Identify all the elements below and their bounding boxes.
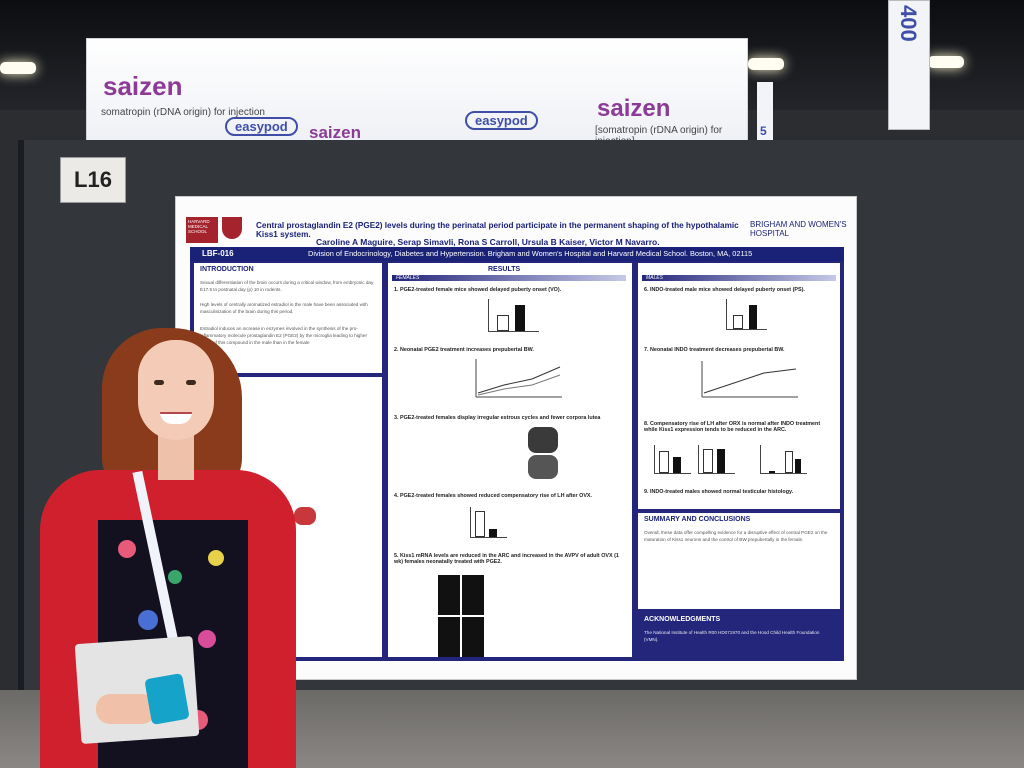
result-8: 8. Compensatory rise of LH after ORX is … (644, 421, 821, 433)
chart-bar (497, 315, 509, 331)
result-4-chart (470, 507, 507, 538)
chart-bar (769, 471, 775, 473)
chart-bar (515, 305, 525, 331)
aisle-sign-number: 5 (760, 124, 767, 138)
result-5: 5. Kiss1 mRNA levels are reduced in the … (394, 553, 619, 565)
mouse-illustration (294, 507, 316, 525)
chart-bar (795, 459, 801, 473)
acknowledgments-text: The National Institute of Health R00 HD0… (644, 630, 820, 642)
research-poster: HARVARD MEDICAL SCHOOL Central prostagla… (175, 196, 857, 680)
result-8-chart-b (698, 445, 735, 474)
booth-label: L16 (60, 157, 126, 203)
section-heading: INTRODUCTION (200, 266, 254, 273)
summary-panel: SUMMARY AND CONCLUSIONS Overall, these d… (638, 513, 840, 609)
banner-brand: easypod (225, 117, 298, 136)
result-6-chart (726, 299, 767, 330)
chart-line (477, 366, 561, 394)
result-7: 7. Neonatal INDO treatment decreases pre… (644, 347, 785, 353)
chart-bar (659, 451, 669, 473)
poster-title: Central prostaglandin E2 (PGE2) levels d… (256, 221, 739, 239)
dress-flower (118, 540, 136, 558)
kiss1-stain-image (462, 575, 484, 615)
results-panel-females: RESULTS FEMALES 1. PGE2-treated female m… (388, 263, 632, 657)
aisle-sign-number: 400 (896, 5, 921, 42)
males-bar: MALES (642, 275, 836, 281)
chart-bar (733, 315, 743, 329)
summary-text: Overall, these data offer compelling evi… (644, 530, 828, 542)
bwh-logo: BRIGHAM AND WOMEN'S HOSPITAL (750, 220, 847, 238)
result-1: 1. PGE2-treated female mice showed delay… (394, 287, 562, 293)
presenter-hand (96, 694, 156, 724)
dress-flower (138, 610, 158, 630)
chart-bar (489, 529, 497, 537)
banner-brand: saizen (309, 123, 361, 142)
aisle-sign: 400 (888, 0, 930, 130)
ovary-image (528, 427, 558, 453)
result-7-chart (701, 361, 798, 398)
chart-bar (717, 449, 725, 473)
intro-paragraph: Estradiol induces an increase in enzymes… (200, 326, 367, 345)
presenter-face (138, 340, 214, 440)
result-9: 9. INDO-treated males showed normal test… (644, 489, 794, 495)
harvard-logo: HARVARD MEDICAL SCHOOL (186, 217, 218, 243)
poster-affiliation: Division of Endocrinology, Diabetes and … (308, 249, 753, 258)
section-heading: ACKNOWLEDGMENTS (644, 616, 721, 623)
kiss1-stain-image (438, 617, 460, 657)
chart-bar (673, 457, 681, 473)
eye-icon (186, 380, 196, 385)
ceiling-light (748, 58, 784, 70)
result-3: 3. PGE2-treated females display irregula… (394, 415, 601, 421)
kiss1-stain-image (438, 575, 460, 615)
chart-bar (703, 449, 713, 473)
banner-subtitle: somatropin (rDNA origin) for injection (101, 107, 265, 118)
acknowledgments-panel: ACKNOWLEDGMENTS The National Institute o… (638, 613, 840, 653)
results-panel-males: MALES 6. INDO-treated male mice showed d… (638, 263, 840, 509)
aisle-sign-small: 5 (757, 82, 773, 144)
poster-body: INTRODUCTION Sexual differentiation of t… (190, 261, 844, 661)
dress-flower (208, 550, 224, 566)
ceiling-light (928, 56, 964, 68)
section-heading: RESULTS (488, 266, 521, 273)
result-2: 2. Neonatal PGE2 treatment increases pre… (394, 347, 534, 353)
eye-icon (154, 380, 164, 385)
intro-paragraph: High levels of centrally aromatized estr… (200, 302, 368, 314)
poster-authors: Caroline A Maguire, Serap Simavli, Rona … (316, 237, 660, 247)
dress-flower (198, 630, 216, 648)
phone (144, 673, 190, 725)
chart-line (703, 368, 797, 394)
harvard-shield-icon (222, 217, 242, 239)
chart-bar (785, 451, 793, 473)
intro-paragraph: Sexual differentiation of the brain occu… (200, 280, 374, 292)
ceiling-light (0, 62, 36, 74)
chart-bar (749, 305, 757, 329)
poster-code: LBF-016 (202, 249, 234, 258)
kiss1-stain-image (462, 617, 484, 657)
banner-brand: saizen (597, 95, 671, 122)
banner-brand: easypod (465, 111, 538, 130)
dress-flower (168, 570, 182, 584)
result-1-chart (488, 299, 539, 332)
affiliation-bar (190, 247, 844, 261)
result-8-chart-a (654, 445, 691, 474)
sponsor-banner: saizen somatropin (rDNA origin) for inje… (86, 38, 748, 148)
section-heading: SUMMARY AND CONCLUSIONS (644, 516, 751, 523)
banner-brand: saizen (103, 71, 183, 101)
result-6: 6. INDO-treated male mice showed delayed… (644, 287, 805, 293)
females-bar: FEMALES (392, 275, 626, 281)
result-2-chart (475, 359, 562, 398)
ovary-image (528, 455, 558, 479)
result-4: 4. PGE2-treated females showed reduced c… (394, 493, 593, 499)
chart-line (477, 374, 561, 396)
result-8-chart-c (760, 445, 807, 474)
chart-bar (475, 511, 485, 537)
smile-icon (160, 412, 192, 424)
